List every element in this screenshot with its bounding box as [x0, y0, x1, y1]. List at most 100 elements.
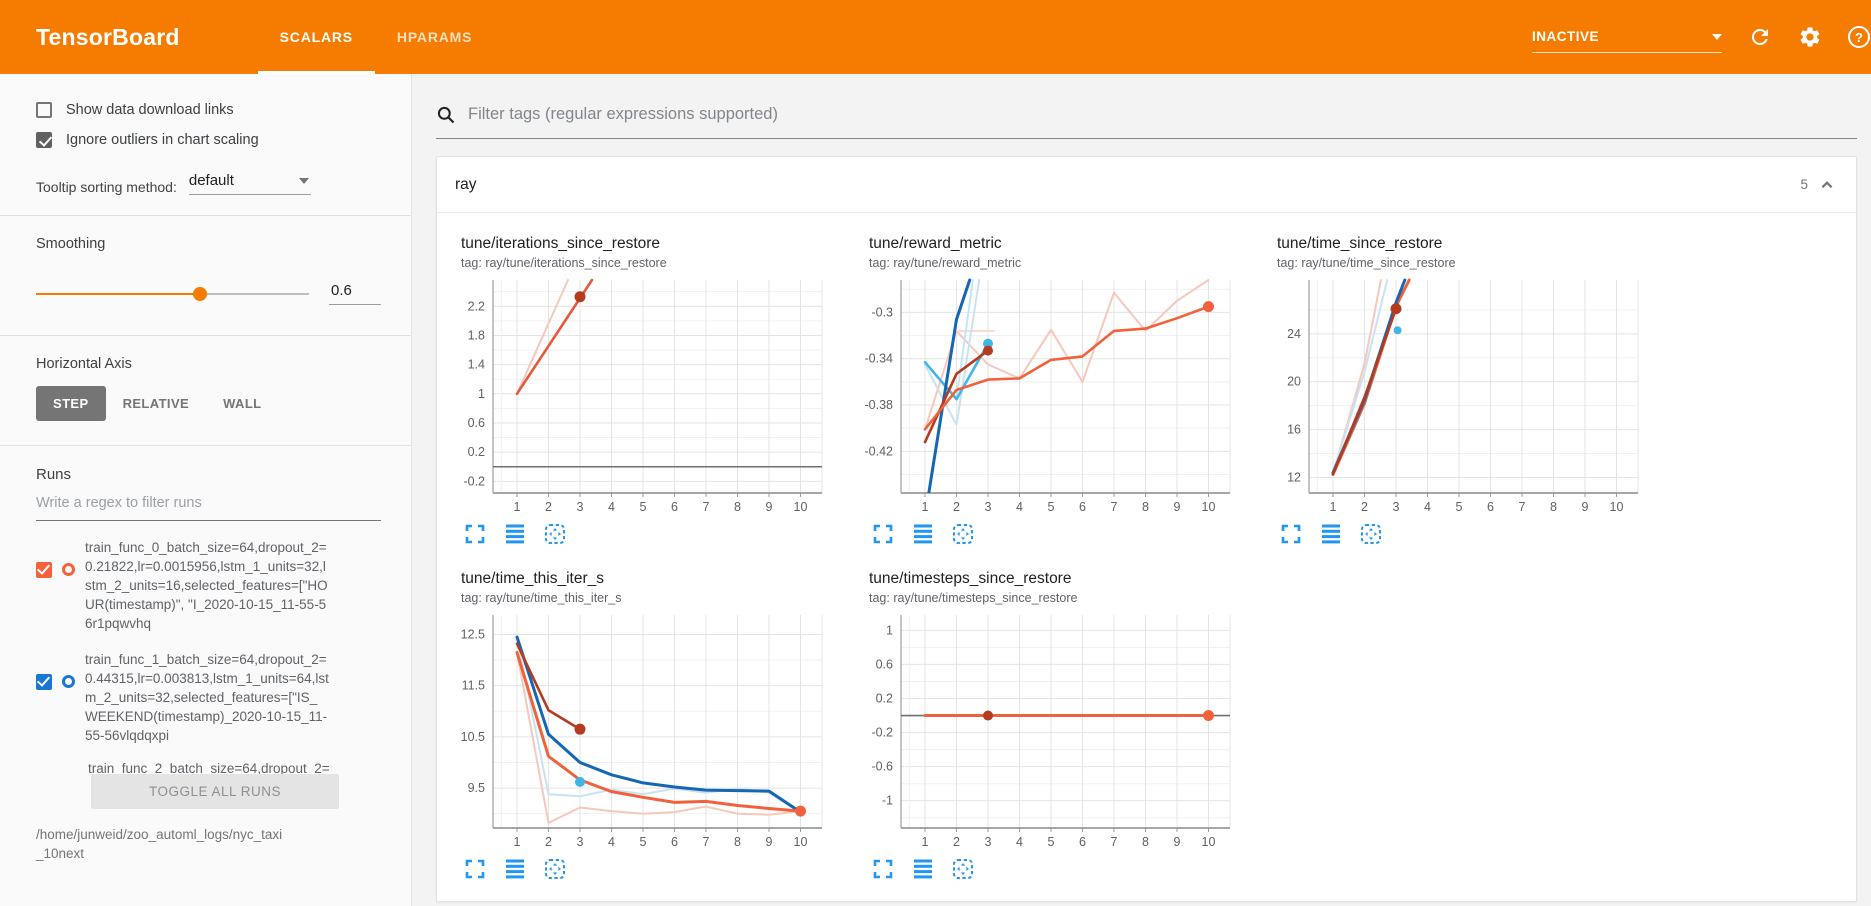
status-dropdown[interactable]: INACTIVE — [1532, 29, 1722, 53]
svg-text:7: 7 — [703, 500, 710, 514]
svg-text:-1: -1 — [882, 794, 893, 808]
smoothing-slider[interactable] — [36, 286, 309, 301]
runs-label: Runs — [36, 466, 72, 483]
tag-group-title: ray — [455, 175, 477, 193]
tooltip-sort-select[interactable]: default — [188, 172, 311, 195]
tooltip-sort-row: Tooltip sorting method: default — [36, 172, 381, 195]
app-header: TensorBoard SCALARS HPARAMS INACTIVE ? — [0, 0, 1871, 74]
run-checkbox-icon[interactable] — [36, 562, 52, 578]
svg-text:4: 4 — [608, 835, 615, 849]
main-area: ray 5 tune/iterations_since_restore tag: … — [412, 74, 1871, 906]
runs-selector-icon[interactable] — [503, 857, 527, 881]
tag-filter-row — [436, 104, 1857, 139]
chart-plot[interactable]: -0.2 0.2 0.6 1 1.4 1.8 2.2 1 2 3 4 5 6 7 8 9 10 — [449, 274, 829, 522]
checkbox-row[interactable]: Show data download links — [36, 102, 381, 118]
axis-option-wall[interactable]: WALL — [223, 396, 262, 411]
toggle-all-runs-button[interactable]: TOGGLE ALL RUNS — [91, 774, 339, 809]
chart-plot[interactable]: -0.3 -0.34 -0.38 -0.42 1 2 3 4 5 6 7 8 9 10 — [857, 274, 1237, 522]
tab-scalars[interactable]: SCALARS — [257, 0, 375, 74]
settings-icon[interactable] — [1798, 25, 1822, 49]
tag-group-header[interactable]: ray 5 — [437, 157, 1856, 213]
svg-text:2: 2 — [953, 835, 960, 849]
checkbox-row[interactable]: Ignore outliers in chart scaling — [36, 132, 381, 148]
runs-filter-input[interactable] — [36, 483, 381, 521]
tag-filter-input[interactable] — [466, 104, 1857, 125]
smoothing-label: Smoothing — [36, 236, 106, 252]
expand-icon[interactable] — [463, 522, 487, 546]
runs-selector-icon[interactable] — [1319, 522, 1343, 546]
svg-text:7: 7 — [703, 835, 710, 849]
svg-text:3: 3 — [577, 835, 584, 849]
chart-tag: tag: ray/tune/iterations_since_restore — [461, 256, 667, 270]
svg-text:24: 24 — [1287, 327, 1301, 341]
expand-icon[interactable] — [463, 857, 487, 881]
svg-text:20: 20 — [1287, 375, 1301, 389]
help-icon[interactable]: ? — [1848, 26, 1870, 48]
expand-icon[interactable] — [871, 857, 895, 881]
divider — [0, 215, 411, 216]
svg-text:9: 9 — [766, 835, 773, 849]
header-actions: INACTIVE ? — [1532, 25, 1871, 53]
axis-option-step[interactable]: STEP — [36, 386, 106, 421]
run-row[interactable]: train_func_2_batch_size=64,dropout_2= — [36, 759, 381, 780]
slider-thumb[interactable] — [192, 286, 207, 301]
chart-plot[interactable]: 1 0.6 0.2 -0.2 -0.6 -1 1 2 3 4 5 6 7 8 9 10 — [857, 609, 1237, 857]
runs-selector-icon[interactable] — [911, 857, 935, 881]
chart-plot[interactable]: 9.5 10.5 11.5 12.5 1 2 3 4 5 6 7 8 9 10 — [449, 609, 829, 857]
svg-text:2.2: 2.2 — [468, 299, 485, 313]
svg-text:10: 10 — [1202, 835, 1216, 849]
run-checkbox-icon[interactable] — [36, 674, 52, 690]
search-icon — [437, 106, 455, 123]
chart-title: tune/iterations_since_restore — [461, 235, 661, 252]
tab-hparams[interactable]: HPARAMS — [396, 29, 473, 45]
tooltip-sort-label: Tooltip sorting method: — [36, 179, 177, 195]
slider-fill — [36, 292, 200, 295]
chevron-up-icon[interactable] — [1816, 174, 1838, 196]
svg-text:1: 1 — [886, 623, 893, 637]
runs-selector-icon[interactable] — [503, 522, 527, 546]
fit-domain-icon[interactable] — [1359, 522, 1383, 546]
svg-text:1: 1 — [922, 835, 929, 849]
axis-option-relative[interactable]: RELATIVE — [122, 396, 190, 411]
fit-domain-icon[interactable] — [543, 857, 567, 881]
chart-title: tune/time_this_iter_s — [461, 570, 605, 587]
status-label: INACTIVE — [1532, 29, 1600, 44]
chart-title: tune/reward_metric — [869, 235, 1002, 252]
svg-text:8: 8 — [1142, 835, 1149, 849]
run-radio-icon[interactable] — [62, 563, 75, 576]
run-radio-icon[interactable] — [62, 675, 75, 688]
svg-text:0.2: 0.2 — [468, 445, 485, 459]
fit-domain-icon[interactable] — [951, 857, 975, 881]
divider — [0, 445, 411, 446]
svg-text:9: 9 — [1174, 835, 1181, 849]
svg-text:1: 1 — [514, 835, 521, 849]
fit-domain-icon[interactable] — [951, 522, 975, 546]
chart-title: tune/timesteps_since_restore — [869, 570, 1072, 587]
svg-text:4: 4 — [1424, 500, 1431, 514]
runs-selector-icon[interactable] — [911, 522, 935, 546]
svg-text:1.4: 1.4 — [468, 358, 485, 372]
svg-text:6: 6 — [671, 500, 678, 514]
chart-actions — [1279, 522, 1667, 546]
expand-icon[interactable] — [1279, 522, 1303, 546]
svg-text:6: 6 — [1079, 500, 1086, 514]
svg-text:0.6: 0.6 — [876, 657, 893, 671]
smoothing-row: 0.6 — [36, 282, 381, 305]
fit-domain-icon[interactable] — [543, 522, 567, 546]
tag-group-card: ray 5 tune/iterations_since_restore tag: … — [436, 156, 1857, 902]
chart-card: tune/time_this_iter_s tag: ray/tune/time_… — [449, 564, 851, 881]
svg-text:6: 6 — [1079, 835, 1086, 849]
svg-text:16: 16 — [1287, 423, 1301, 437]
expand-icon[interactable] — [871, 522, 895, 546]
checkbox-checked-icon[interactable] — [36, 132, 52, 148]
run-row[interactable]: train_func_1_batch_size=64,dropout_2=0.4… — [36, 650, 381, 745]
horizontal-axis-options: STEP RELATIVE WALL — [36, 386, 381, 421]
svg-text:3: 3 — [985, 835, 992, 849]
chart-actions — [463, 522, 851, 546]
run-row[interactable]: train_func_0_batch_size=64,dropout_2=0.2… — [36, 538, 381, 633]
checkbox-unchecked-icon[interactable] — [36, 102, 52, 118]
horizontal-axis-label: Horizontal Axis — [36, 356, 132, 372]
smoothing-value[interactable]: 0.6 — [329, 282, 381, 305]
refresh-icon[interactable] — [1748, 25, 1772, 49]
